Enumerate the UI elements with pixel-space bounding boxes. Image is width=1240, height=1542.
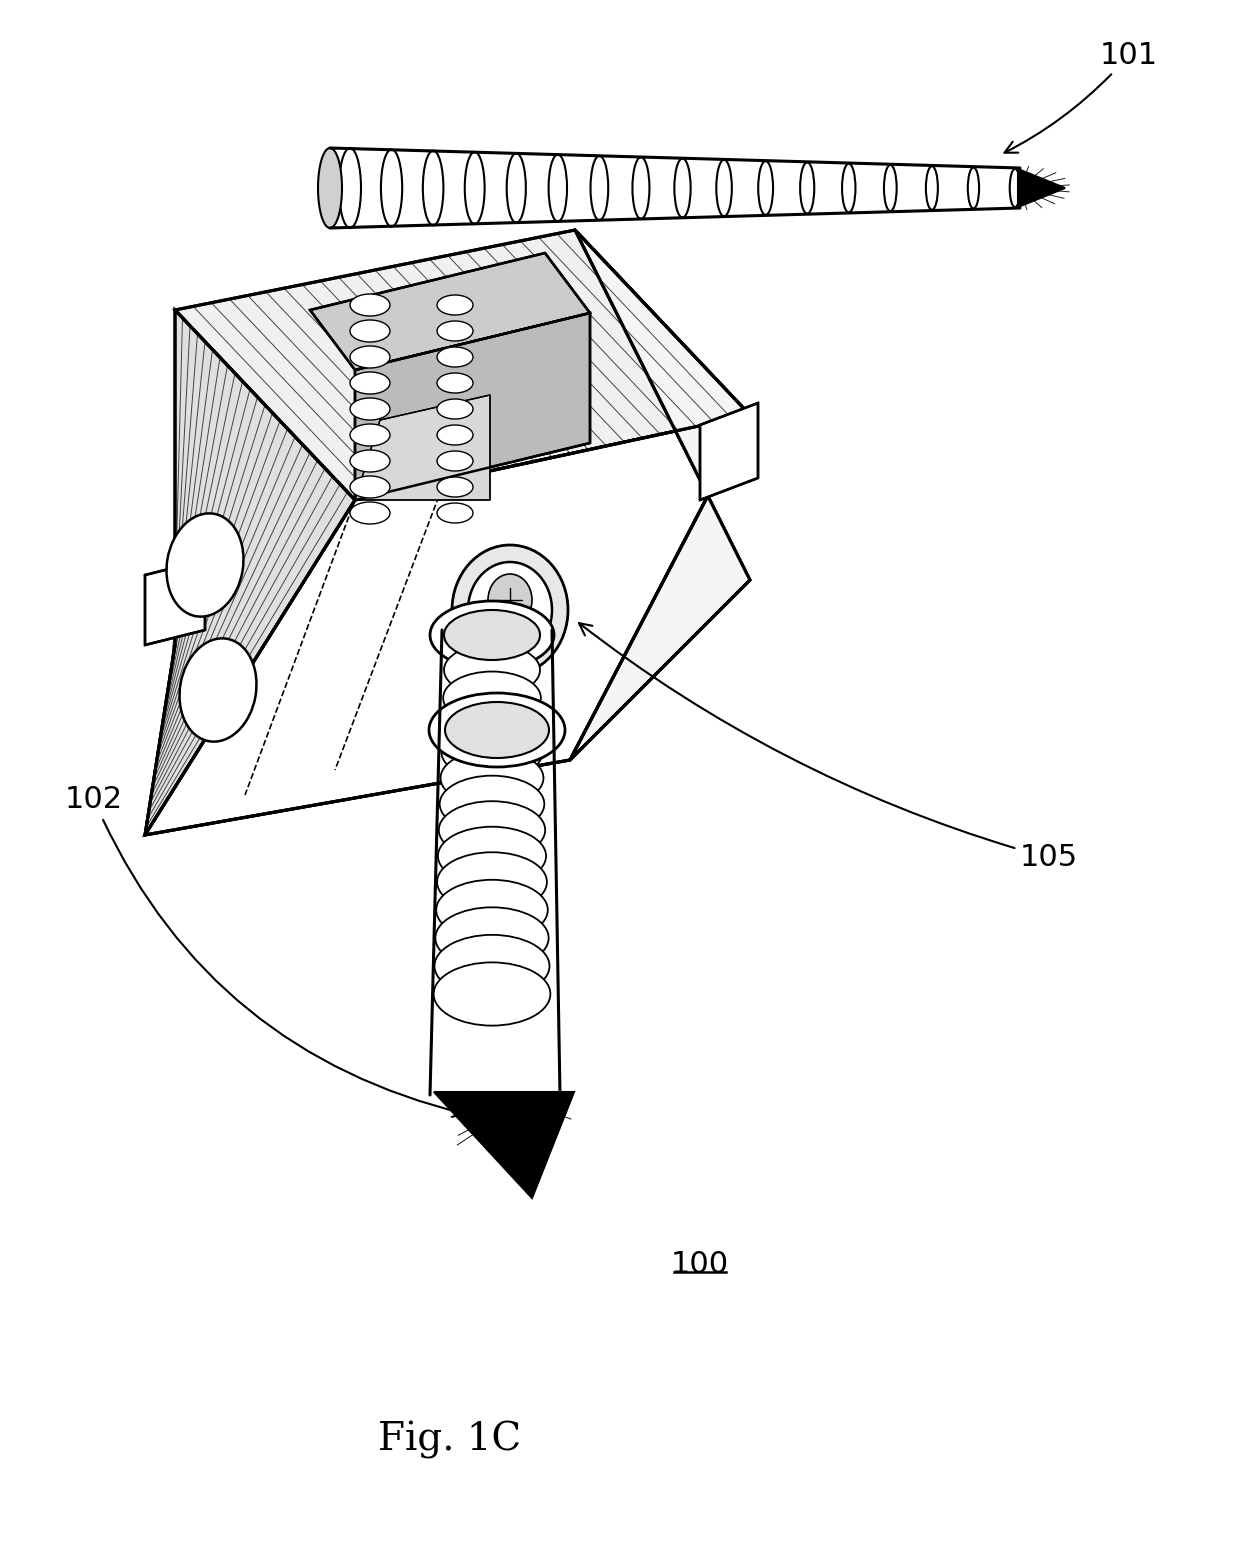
Ellipse shape <box>350 476 391 498</box>
Polygon shape <box>145 310 355 836</box>
Ellipse shape <box>467 561 552 658</box>
Polygon shape <box>330 146 1055 230</box>
Polygon shape <box>355 313 590 500</box>
Ellipse shape <box>434 962 551 1025</box>
Ellipse shape <box>453 544 568 675</box>
Ellipse shape <box>429 692 565 766</box>
Polygon shape <box>310 253 590 370</box>
Ellipse shape <box>440 749 543 806</box>
Ellipse shape <box>489 574 532 626</box>
Polygon shape <box>1018 170 1065 207</box>
Ellipse shape <box>436 880 548 941</box>
Polygon shape <box>355 395 490 500</box>
Polygon shape <box>701 402 758 500</box>
Polygon shape <box>570 230 750 760</box>
Ellipse shape <box>350 321 391 342</box>
Ellipse shape <box>436 853 547 911</box>
Ellipse shape <box>675 159 691 217</box>
Ellipse shape <box>435 907 548 968</box>
Ellipse shape <box>436 476 472 497</box>
Ellipse shape <box>438 827 546 885</box>
Ellipse shape <box>423 151 444 225</box>
Ellipse shape <box>350 372 391 395</box>
Polygon shape <box>175 230 750 500</box>
Ellipse shape <box>436 503 472 523</box>
Ellipse shape <box>444 611 539 660</box>
Ellipse shape <box>465 153 485 224</box>
Ellipse shape <box>350 450 391 472</box>
Ellipse shape <box>434 934 549 998</box>
Ellipse shape <box>350 295 391 316</box>
Ellipse shape <box>445 702 549 759</box>
Ellipse shape <box>381 150 402 227</box>
Ellipse shape <box>436 450 472 470</box>
Ellipse shape <box>430 601 554 669</box>
Ellipse shape <box>800 162 815 214</box>
Text: 105: 105 <box>579 623 1078 873</box>
Ellipse shape <box>758 160 773 214</box>
Ellipse shape <box>350 424 391 446</box>
Ellipse shape <box>436 347 472 367</box>
Ellipse shape <box>350 345 391 369</box>
Ellipse shape <box>926 167 937 210</box>
Ellipse shape <box>439 802 546 859</box>
Ellipse shape <box>441 725 543 779</box>
Ellipse shape <box>967 168 980 208</box>
Text: 102: 102 <box>64 785 465 1116</box>
Ellipse shape <box>632 157 650 219</box>
Ellipse shape <box>436 295 472 315</box>
Ellipse shape <box>717 160 732 216</box>
Ellipse shape <box>350 503 391 524</box>
Ellipse shape <box>1009 168 1021 207</box>
Ellipse shape <box>436 373 472 393</box>
Text: 101: 101 <box>1004 40 1158 153</box>
Ellipse shape <box>548 154 567 222</box>
Ellipse shape <box>436 399 472 419</box>
Ellipse shape <box>440 776 544 833</box>
Ellipse shape <box>317 148 342 228</box>
Ellipse shape <box>443 699 542 752</box>
Polygon shape <box>434 1092 574 1198</box>
Ellipse shape <box>166 513 243 617</box>
Ellipse shape <box>339 148 361 228</box>
Ellipse shape <box>180 638 257 742</box>
Text: Fig. 1C: Fig. 1C <box>378 1422 522 1459</box>
Ellipse shape <box>884 165 897 211</box>
Ellipse shape <box>436 321 472 341</box>
Polygon shape <box>145 415 750 836</box>
Ellipse shape <box>842 163 856 213</box>
Ellipse shape <box>436 426 472 446</box>
Ellipse shape <box>443 671 541 725</box>
Polygon shape <box>145 560 205 645</box>
Ellipse shape <box>590 156 609 221</box>
Ellipse shape <box>350 398 391 419</box>
Text: 100: 100 <box>671 1251 729 1278</box>
Ellipse shape <box>507 153 526 222</box>
Ellipse shape <box>444 645 539 695</box>
